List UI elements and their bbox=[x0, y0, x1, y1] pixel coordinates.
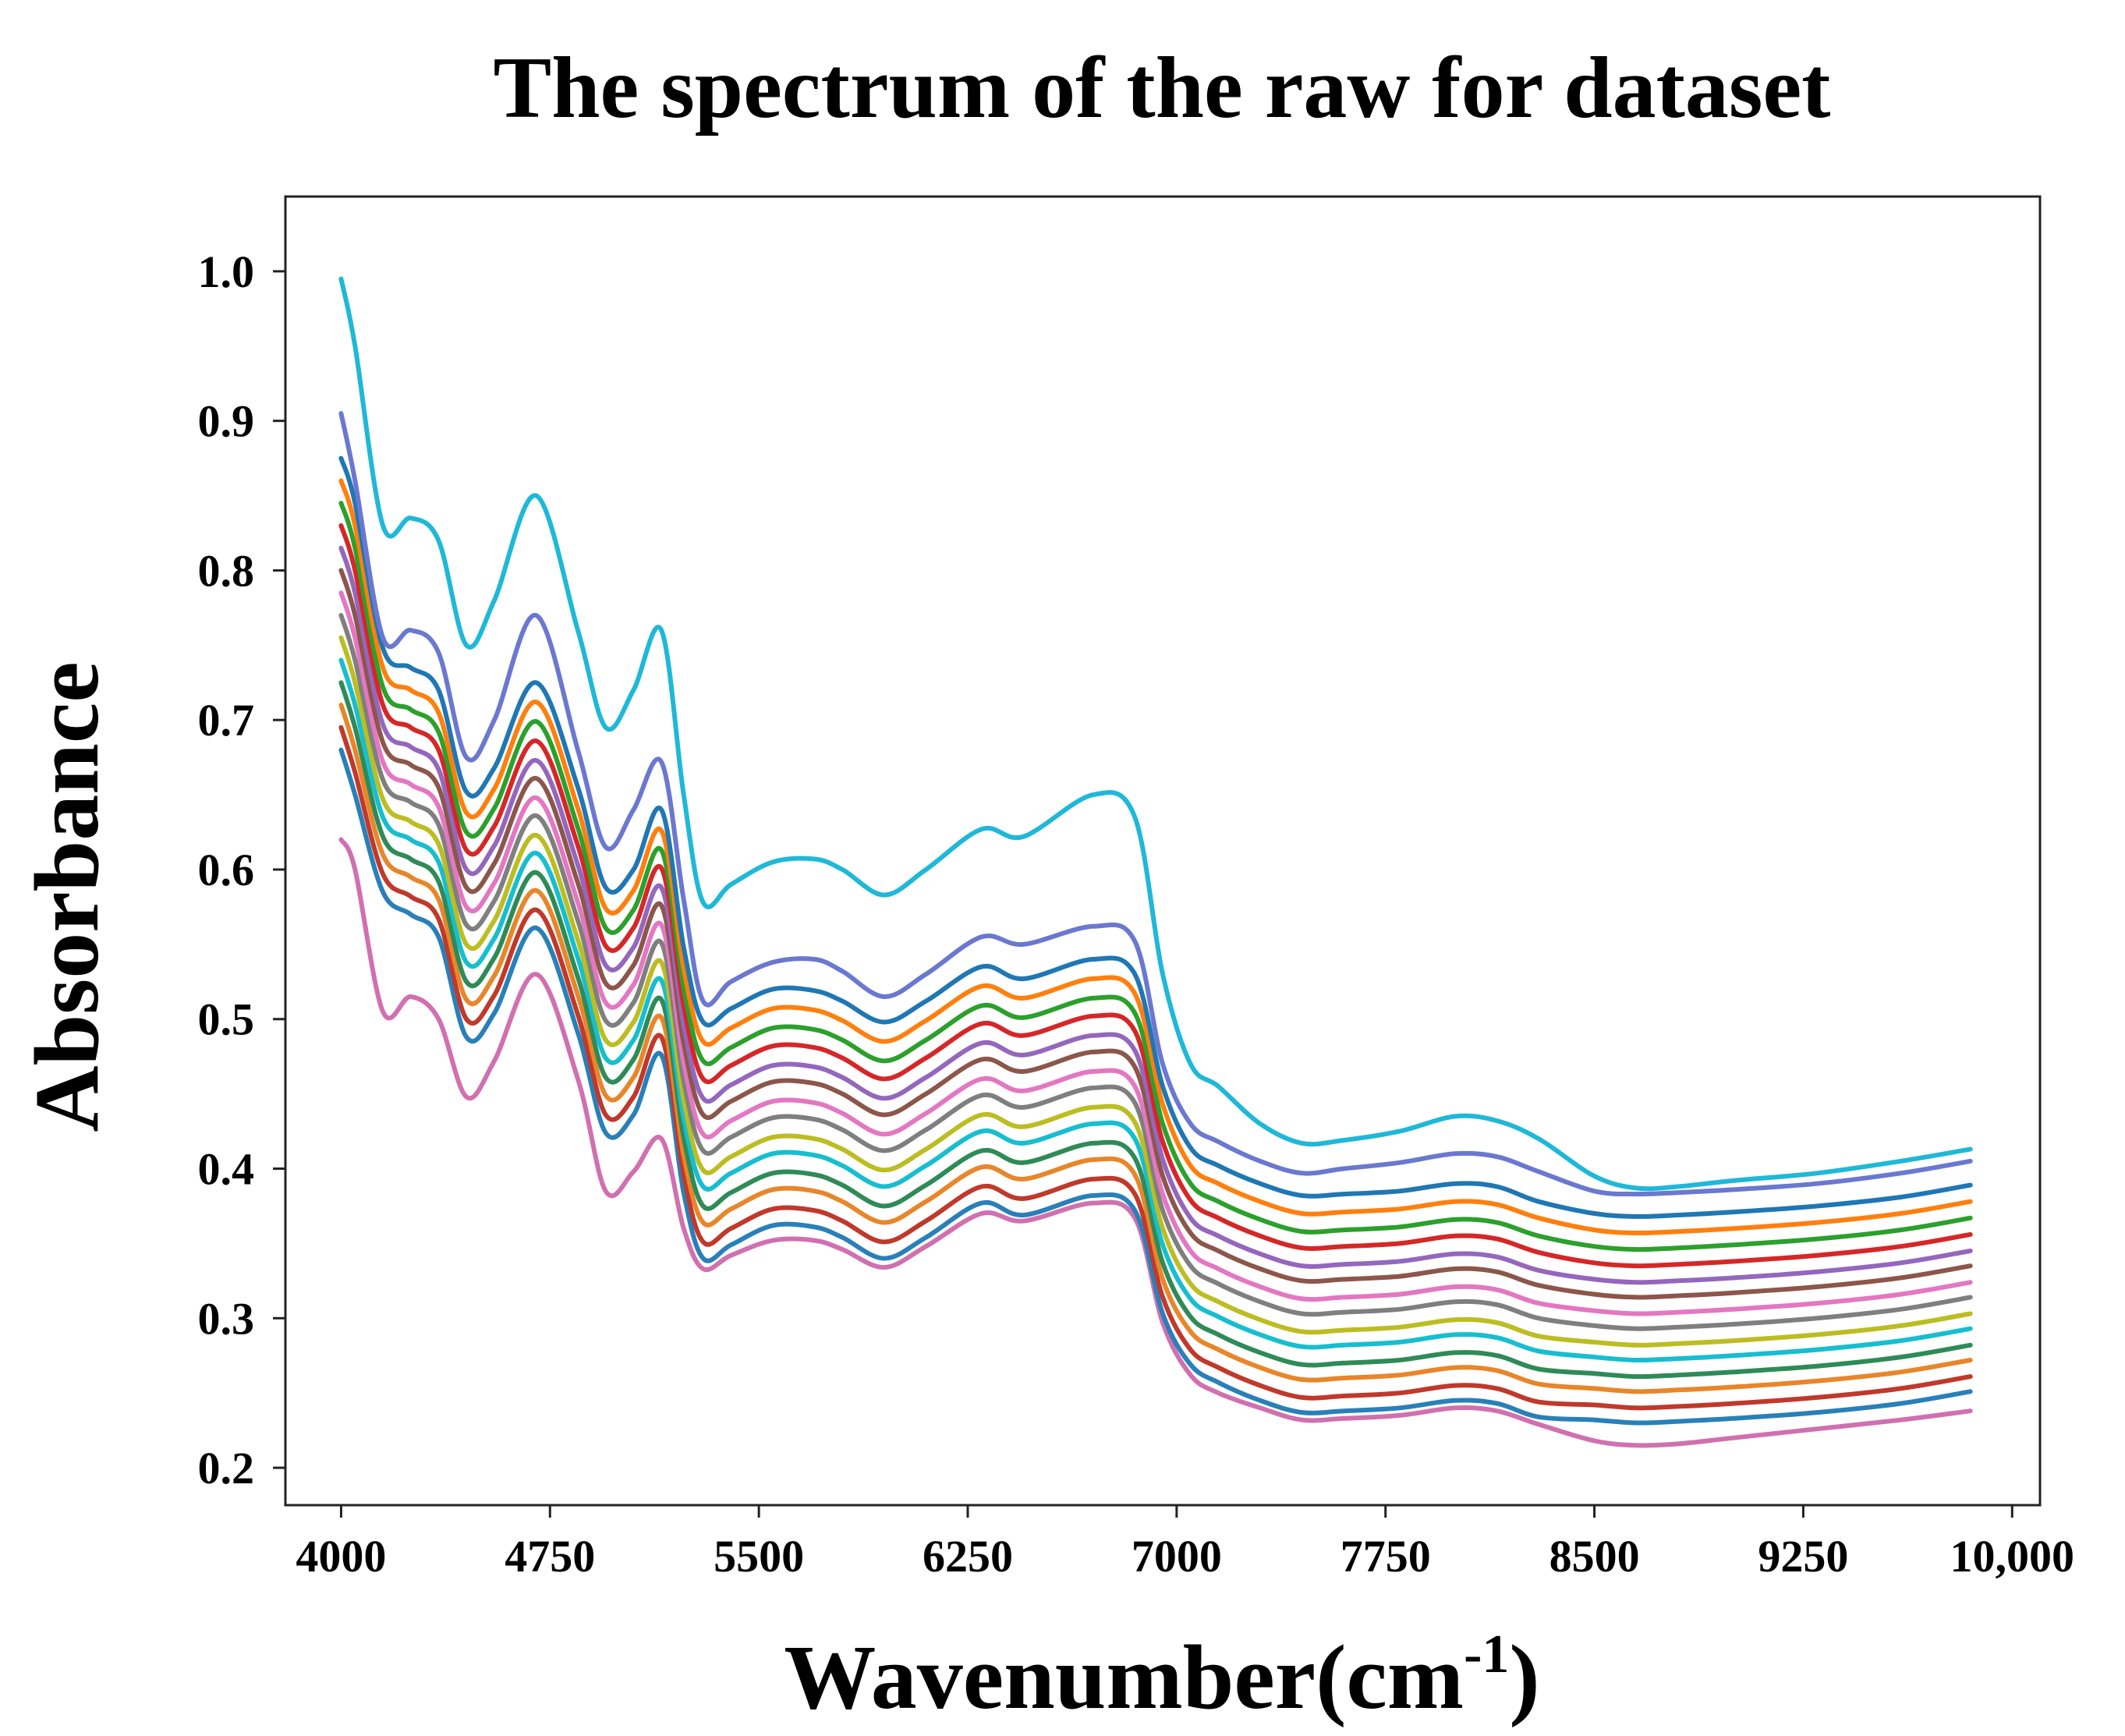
series-line-sample-9 bbox=[338, 635, 1973, 1348]
chart-title: The spectrum of the raw for dataset bbox=[494, 40, 1831, 136]
series-line-s-upper bbox=[338, 411, 1973, 1197]
y-tick-label: 1.0 bbox=[198, 246, 255, 297]
x-tick-label: 5500 bbox=[714, 1531, 804, 1582]
series-line-sample-3 bbox=[338, 501, 1973, 1252]
series-line-outlier bbox=[338, 276, 1973, 1192]
series-line-s-lower bbox=[338, 837, 1973, 1448]
series-line-sample-4 bbox=[338, 523, 1973, 1269]
plot-frame bbox=[284, 195, 2042, 1507]
y-axis: 0.2 0.3 0.4 0.5 0.6 0.7 0.8 0.9 1.0 bbox=[198, 246, 285, 1493]
x-axis: 4000 4750 5500 6250 7000 7750 8500 9250 10,000 bbox=[296, 1505, 2074, 1582]
x-axis-label-main: Wavenumber(cm bbox=[784, 1626, 1464, 1728]
series-layer bbox=[338, 276, 1973, 1448]
y-tick-label: 0.2 bbox=[198, 1443, 255, 1493]
y-tick-label: 0.9 bbox=[198, 396, 255, 447]
y-axis-label: Absorbance bbox=[16, 661, 118, 1132]
series-line-sample-5 bbox=[338, 545, 1973, 1285]
x-tick-label: 9250 bbox=[1758, 1531, 1848, 1582]
series-line-sample-12 bbox=[338, 703, 1973, 1394]
series-line-sample-10 bbox=[338, 657, 1973, 1363]
x-tick-label: 4000 bbox=[296, 1531, 386, 1582]
x-tick-label: 7750 bbox=[1341, 1531, 1431, 1582]
series-line-sample-1 bbox=[338, 455, 1973, 1219]
y-tick-label: 0.6 bbox=[198, 845, 255, 895]
series-line-sample-8 bbox=[338, 613, 1973, 1331]
x-tick-label: 7000 bbox=[1132, 1531, 1222, 1582]
series-line-sample-7 bbox=[338, 590, 1973, 1316]
series-line-sample-2 bbox=[338, 478, 1973, 1236]
series-line-sample-14 bbox=[338, 747, 1973, 1426]
series-line-sample-11 bbox=[338, 680, 1973, 1380]
y-tick-label: 0.4 bbox=[198, 1144, 255, 1195]
series-line-sample-13 bbox=[338, 725, 1973, 1411]
y-tick-label: 0.5 bbox=[198, 994, 255, 1045]
x-axis-label-end: ) bbox=[1509, 1626, 1539, 1728]
x-axis-label-sup: -1 bbox=[1464, 1624, 1509, 1685]
x-tick-label: 8500 bbox=[1549, 1531, 1640, 1582]
y-tick-label: 0.7 bbox=[198, 695, 255, 746]
y-tick-label: 0.3 bbox=[198, 1293, 255, 1344]
x-tick-label: 4750 bbox=[505, 1531, 595, 1582]
x-tick-label: 10,000 bbox=[1950, 1531, 2075, 1582]
x-axis-label: Wavenumber(cm-1) bbox=[784, 1624, 1539, 1728]
series-line-sample-6 bbox=[338, 568, 1973, 1300]
y-tick-label: 0.8 bbox=[198, 545, 255, 596]
x-tick-label: 6250 bbox=[923, 1531, 1013, 1582]
